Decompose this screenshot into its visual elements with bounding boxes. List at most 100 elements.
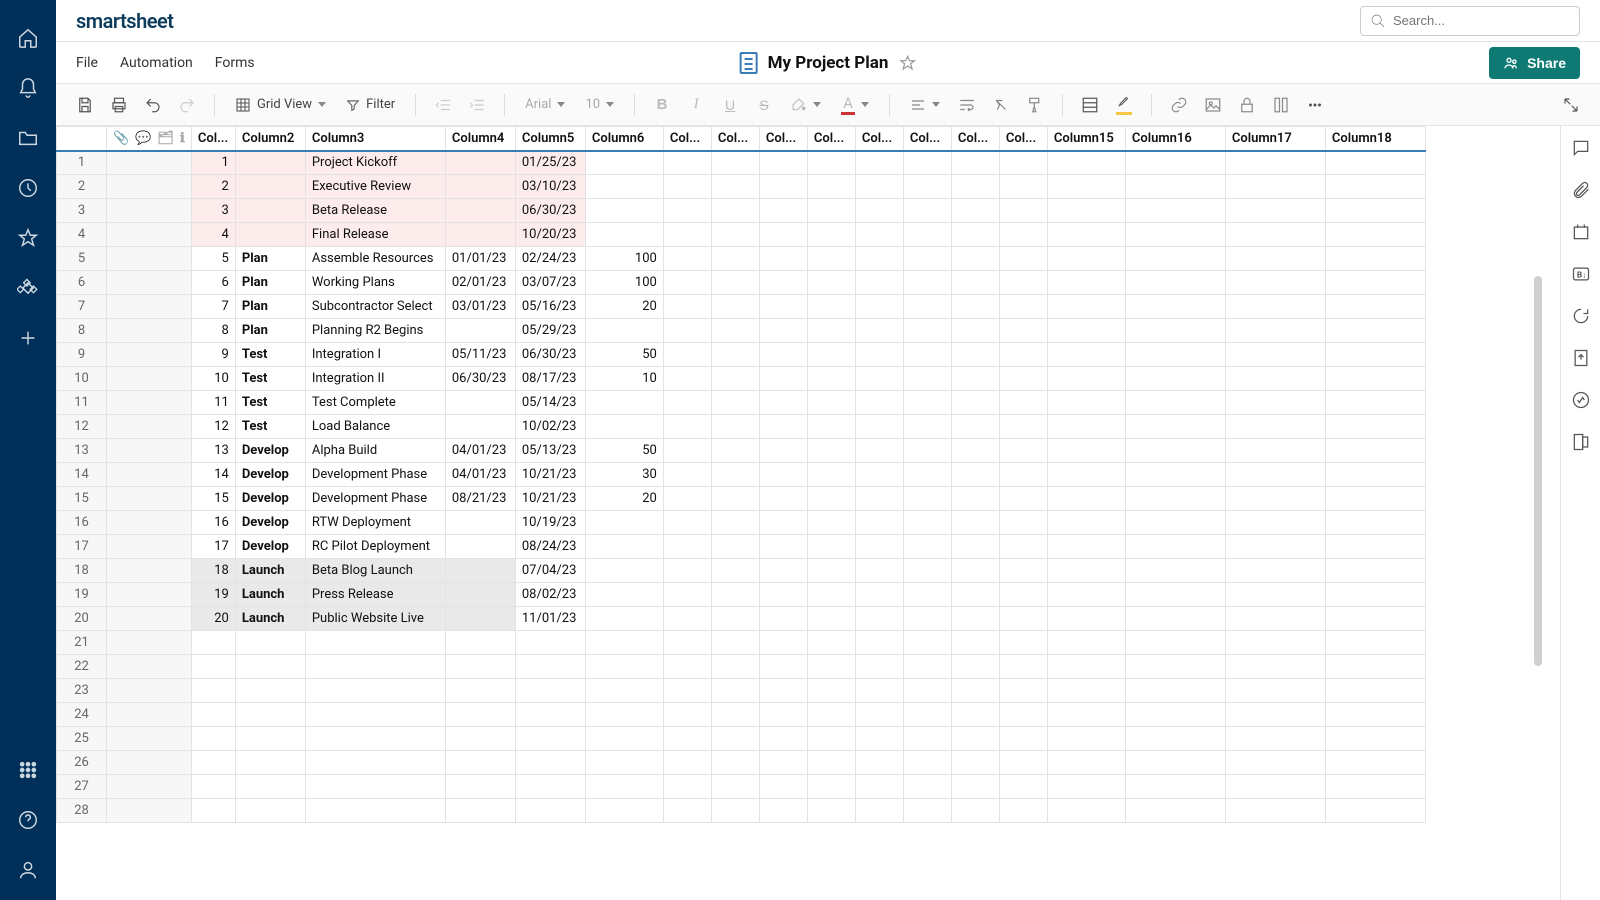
cell[interactable]: Launch: [235, 607, 305, 631]
column-header[interactable]: Column2: [235, 127, 305, 151]
cell[interactable]: [1325, 511, 1425, 535]
cell[interactable]: 02/24/23: [515, 247, 585, 271]
cell[interactable]: [1325, 247, 1425, 271]
cell[interactable]: [1325, 487, 1425, 511]
cell[interactable]: [999, 223, 1047, 247]
cell[interactable]: Final Release: [305, 223, 445, 247]
cell[interactable]: [585, 175, 663, 199]
cell[interactable]: [1325, 559, 1425, 583]
cell[interactable]: [585, 751, 663, 775]
row-number[interactable]: 25: [57, 727, 107, 751]
cell[interactable]: Working Plans: [305, 271, 445, 295]
more-icon[interactable]: [1300, 90, 1330, 120]
cell[interactable]: [807, 151, 855, 175]
row-attachments[interactable]: [107, 415, 192, 439]
cell[interactable]: [759, 319, 807, 343]
cell[interactable]: [807, 295, 855, 319]
cell[interactable]: [663, 607, 711, 631]
cell[interactable]: [1225, 655, 1325, 679]
cell[interactable]: [445, 415, 515, 439]
help-icon[interactable]: [8, 800, 48, 840]
cell[interactable]: [585, 199, 663, 223]
cell[interactable]: [903, 247, 951, 271]
column-header[interactable]: Column4: [445, 127, 515, 151]
menu-forms[interactable]: Forms: [215, 55, 255, 71]
cell[interactable]: Beta Blog Launch: [305, 559, 445, 583]
cell[interactable]: Launch: [235, 583, 305, 607]
cell[interactable]: [663, 199, 711, 223]
cell[interactable]: [1325, 295, 1425, 319]
cell[interactable]: 20: [191, 607, 235, 631]
cell[interactable]: [1125, 799, 1225, 823]
cell[interactable]: Assemble Resources: [305, 247, 445, 271]
cell[interactable]: [759, 199, 807, 223]
cell[interactable]: [759, 703, 807, 727]
cell[interactable]: 04/01/23: [445, 439, 515, 463]
cell[interactable]: [1125, 775, 1225, 799]
row-number[interactable]: 5: [57, 247, 107, 271]
row-number[interactable]: 14: [57, 463, 107, 487]
cell[interactable]: [1125, 271, 1225, 295]
row-attachments[interactable]: [107, 535, 192, 559]
cell[interactable]: [1325, 655, 1425, 679]
cell[interactable]: [855, 271, 903, 295]
cell[interactable]: [1325, 583, 1425, 607]
cell[interactable]: [855, 463, 903, 487]
column-header[interactable]: Col...: [807, 127, 855, 151]
table-row[interactable]: 1919LaunchPress Release08/02/23: [57, 583, 1426, 607]
brandfolder-icon[interactable]: B↓: [1571, 264, 1591, 288]
cell[interactable]: [951, 607, 999, 631]
cell[interactable]: [663, 559, 711, 583]
cell[interactable]: [951, 295, 999, 319]
cell[interactable]: [1047, 367, 1125, 391]
row-number[interactable]: 8: [57, 319, 107, 343]
table-row[interactable]: 1414DevelopDevelopment Phase04/01/2310/2…: [57, 463, 1426, 487]
cell[interactable]: Develop: [235, 463, 305, 487]
cell[interactable]: [903, 511, 951, 535]
cell[interactable]: [515, 679, 585, 703]
folder-icon[interactable]: [8, 118, 48, 158]
cell[interactable]: [585, 655, 663, 679]
cell[interactable]: [807, 439, 855, 463]
cell[interactable]: [903, 391, 951, 415]
cell[interactable]: [759, 799, 807, 823]
cell[interactable]: 10/19/23: [515, 511, 585, 535]
grid-scroll[interactable]: 📎💬🗂ℹCol...Column2Column3Column4Column5Co…: [56, 126, 1560, 900]
cell[interactable]: [855, 511, 903, 535]
cell[interactable]: [903, 775, 951, 799]
row-attachments[interactable]: [107, 439, 192, 463]
cell[interactable]: [1125, 703, 1225, 727]
cell[interactable]: [759, 679, 807, 703]
cell[interactable]: [445, 175, 515, 199]
cell[interactable]: [1125, 631, 1225, 655]
cell[interactable]: [235, 703, 305, 727]
cell[interactable]: [1125, 607, 1225, 631]
cell[interactable]: [585, 391, 663, 415]
cell[interactable]: [1325, 319, 1425, 343]
cell[interactable]: [663, 727, 711, 751]
cell[interactable]: [1225, 223, 1325, 247]
home-icon[interactable]: [8, 18, 48, 58]
cell[interactable]: [585, 799, 663, 823]
table-row[interactable]: 22: [57, 655, 1426, 679]
table-row[interactable]: 33Beta Release06/30/23: [57, 199, 1426, 223]
cell[interactable]: [585, 607, 663, 631]
cell[interactable]: [903, 271, 951, 295]
cell[interactable]: Develop: [235, 487, 305, 511]
print-icon[interactable]: [104, 90, 134, 120]
cell[interactable]: [807, 655, 855, 679]
cell[interactable]: [759, 535, 807, 559]
cell[interactable]: [585, 511, 663, 535]
cell[interactable]: 50: [585, 343, 663, 367]
publish-icon[interactable]: [1571, 348, 1591, 372]
cell[interactable]: [1325, 679, 1425, 703]
cell[interactable]: [585, 703, 663, 727]
cell[interactable]: [711, 799, 759, 823]
cell[interactable]: Subcontractor Select: [305, 295, 445, 319]
cell[interactable]: [663, 583, 711, 607]
table-row[interactable]: 99TestIntegration I05/11/2306/30/2350: [57, 343, 1426, 367]
row-attachments[interactable]: [107, 199, 192, 223]
cell[interactable]: [951, 655, 999, 679]
cell[interactable]: [903, 343, 951, 367]
cell[interactable]: [191, 799, 235, 823]
